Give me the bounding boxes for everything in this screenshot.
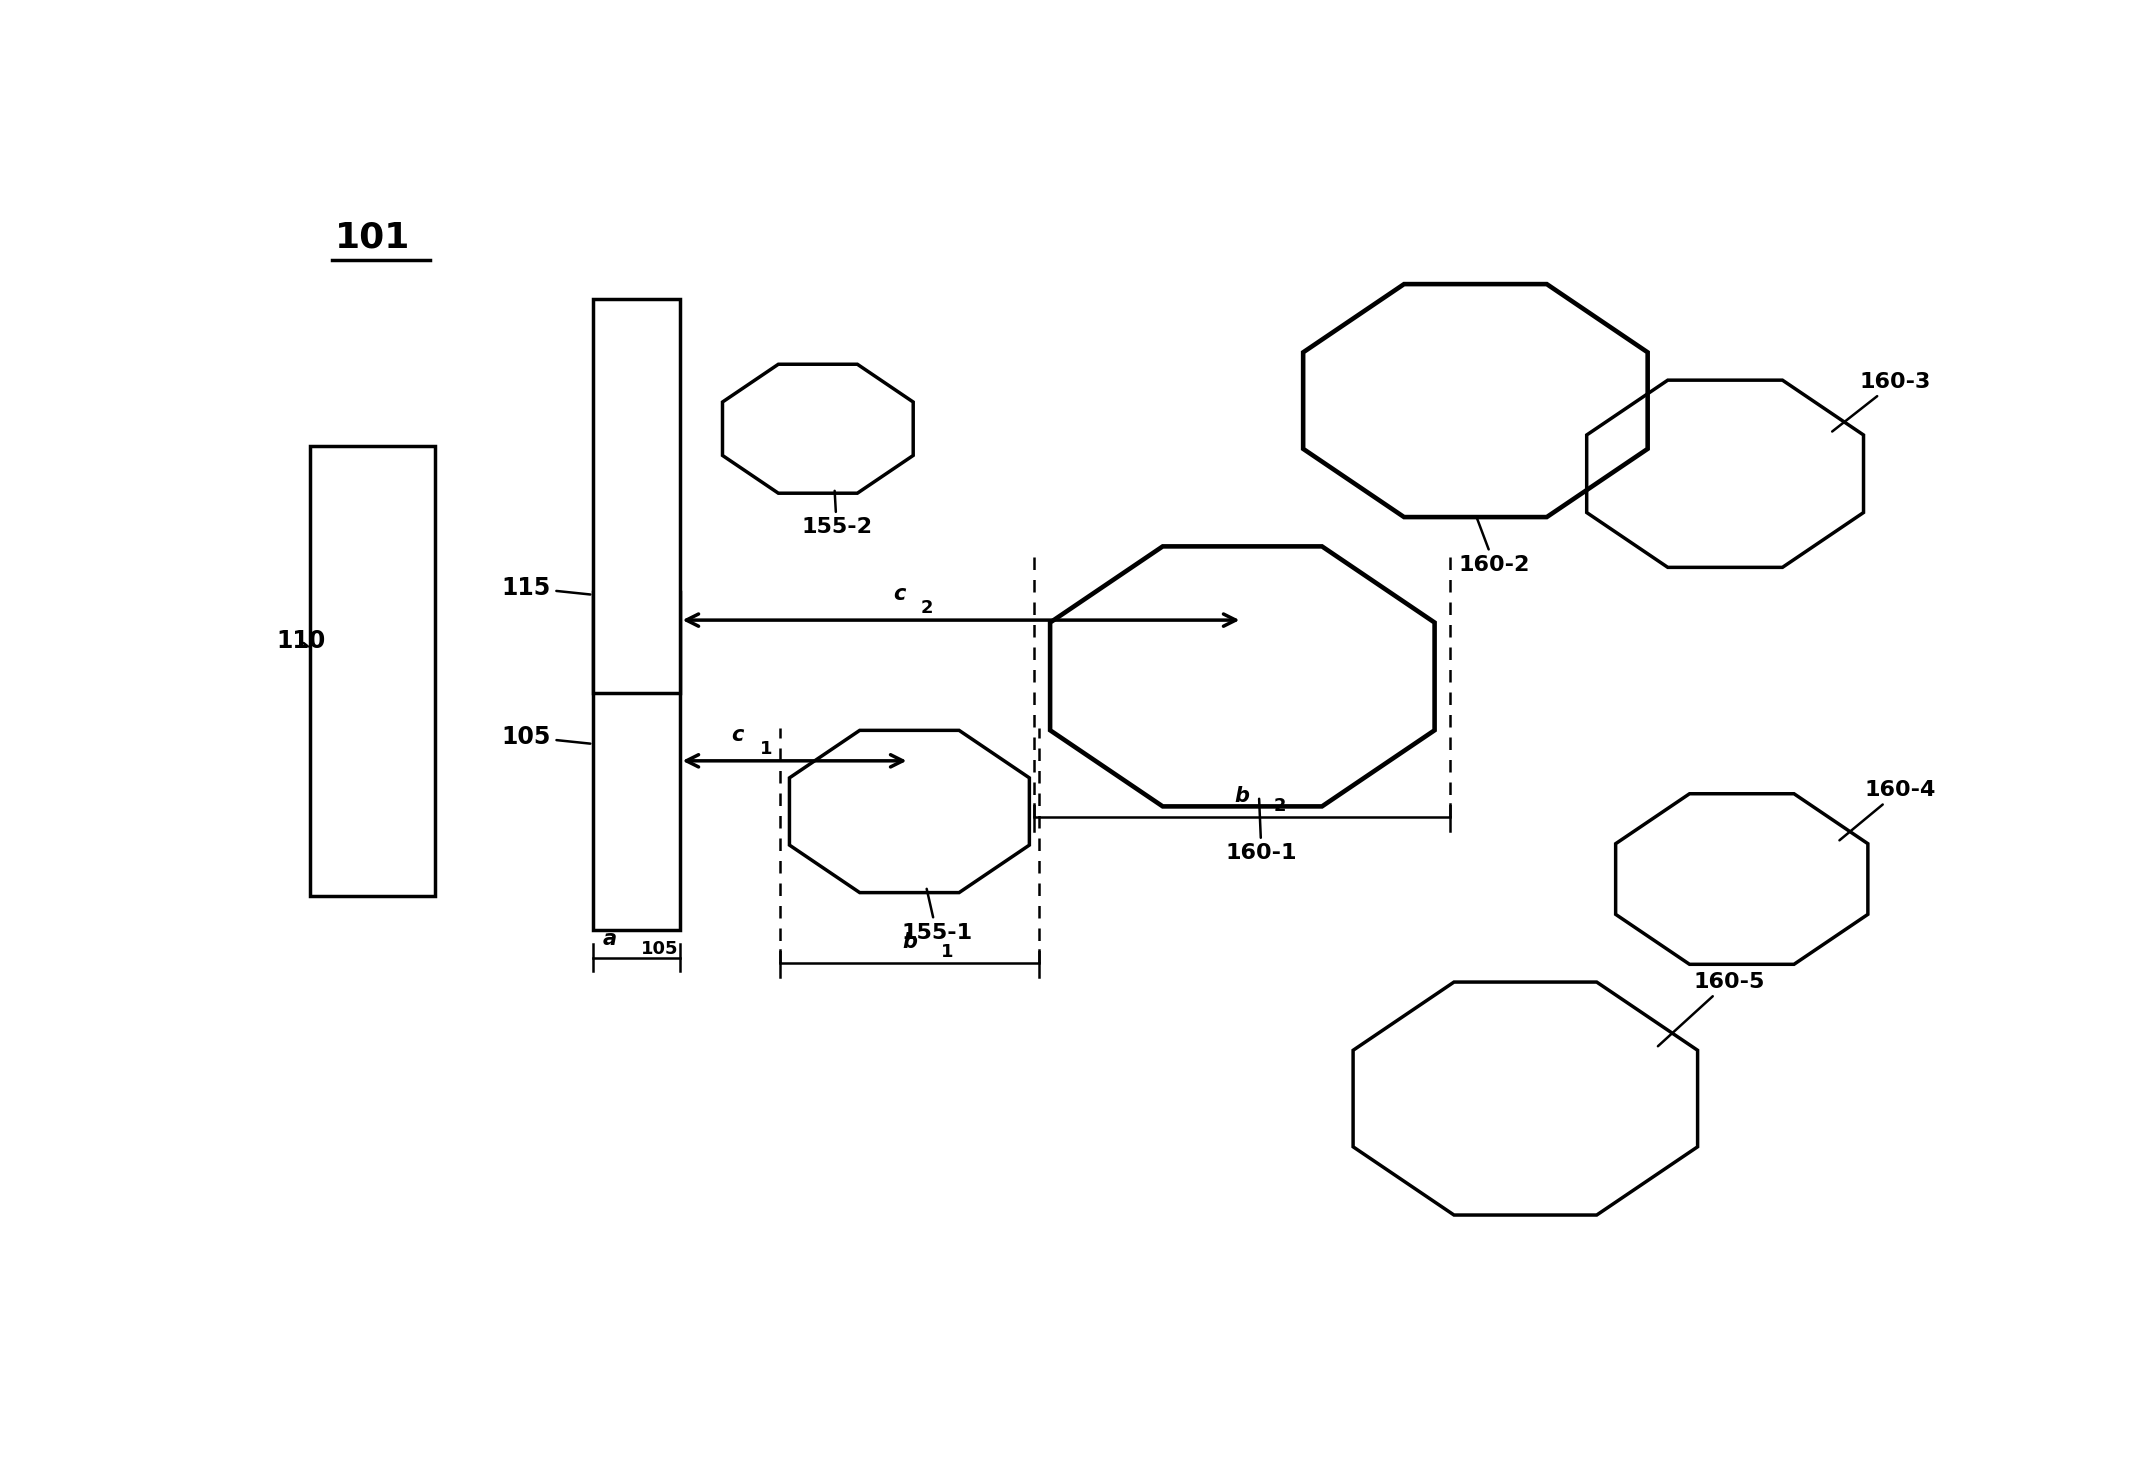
Text: 105: 105 bbox=[642, 940, 679, 958]
Text: 160-2: 160-2 bbox=[1458, 516, 1529, 575]
Text: 160-4: 160-4 bbox=[1839, 779, 1935, 841]
Text: 2: 2 bbox=[921, 599, 934, 617]
Text: a: a bbox=[604, 928, 616, 949]
Text: 155-2: 155-2 bbox=[801, 491, 872, 538]
Text: 160-1: 160-1 bbox=[1227, 798, 1297, 864]
Text: b: b bbox=[902, 933, 917, 952]
Text: 115: 115 bbox=[500, 576, 591, 599]
Bar bbox=[309, 446, 434, 896]
Text: 160-3: 160-3 bbox=[1832, 371, 1931, 431]
Text: 2: 2 bbox=[1274, 797, 1287, 814]
Text: c: c bbox=[730, 725, 743, 744]
Text: c: c bbox=[894, 583, 904, 604]
Bar bbox=[593, 592, 679, 930]
Text: 101: 101 bbox=[335, 221, 410, 254]
Text: 160-5: 160-5 bbox=[1658, 972, 1764, 1047]
Text: 155-1: 155-1 bbox=[902, 889, 973, 943]
Text: 1: 1 bbox=[760, 740, 771, 759]
Text: 105: 105 bbox=[500, 725, 591, 749]
Text: 110: 110 bbox=[277, 629, 326, 654]
Text: 1: 1 bbox=[941, 943, 954, 961]
Bar bbox=[593, 300, 679, 693]
Text: b: b bbox=[1235, 787, 1250, 806]
